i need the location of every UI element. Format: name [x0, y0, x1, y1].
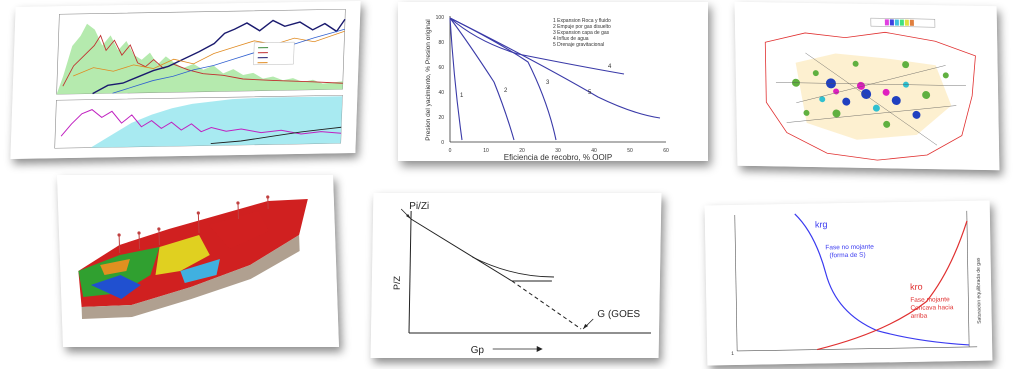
gp-axis-label: Gp	[471, 345, 485, 356]
ytick-1: 80	[438, 40, 444, 46]
krg-label: krg	[815, 219, 828, 229]
xtick-0: 0	[449, 148, 452, 154]
curve-5	[449, 17, 661, 119]
panel-well-map	[734, 1, 1000, 171]
curve-4	[449, 17, 625, 75]
g-goes-label: G (GOES	[597, 309, 640, 320]
panel-3d-model	[56, 175, 340, 347]
panel-pz-plot: Pi/Zi P/Z G (GOES Gp	[370, 193, 662, 358]
xtick-1: 10	[483, 148, 489, 154]
ytick-5: 0	[441, 140, 444, 146]
pz-plot-chart: Pi/Zi P/Z G (GOES Gp	[370, 193, 662, 358]
production-history-chart	[10, 0, 361, 160]
corner-label: 1	[731, 351, 734, 357]
well-map-image	[734, 1, 1000, 171]
panel-drive-mechanisms: 100 80 60 40 20 0 0 10 20 30 40 50 60 Ef…	[398, 2, 708, 161]
ytick-0: 100	[436, 15, 445, 21]
curve-label-1: 1	[460, 93, 464, 99]
xtick-3: 30	[555, 148, 561, 154]
drive-mechanisms-chart: 100 80 60 40 20 0 0 10 20 30 40 50 60 Ef…	[398, 2, 708, 161]
wet-label-3: arriba	[911, 313, 928, 320]
panel-production-history	[10, 0, 361, 160]
curve-1	[449, 17, 463, 141]
kro-label: kro	[910, 282, 923, 292]
legend-entry-3: 3 Expansion capa de gas	[553, 30, 610, 36]
ytick-3: 40	[438, 90, 444, 96]
xtick-5: 50	[627, 148, 633, 154]
curve-2	[449, 17, 515, 141]
xtick-2: 20	[519, 148, 525, 154]
pz-solid-line	[410, 218, 513, 282]
x-axis-label: Eficiencia de recobro, % OOIP	[504, 153, 613, 161]
pz-extrapolation-line	[511, 280, 582, 330]
krg-curve	[794, 213, 970, 346]
pi-zi-label: Pi/Zi	[409, 201, 429, 212]
wet-label-1: Fase mojante	[910, 296, 950, 304]
curve-label-3: 3	[546, 80, 550, 86]
pz-axis-label: P/Z	[392, 276, 402, 291]
curve-label-2: 2	[504, 88, 508, 94]
legend-entry-1: 1 Expansion Roca y fluido	[553, 18, 611, 24]
xtick-4: 40	[591, 148, 597, 154]
curve-label-4: 4	[608, 64, 612, 70]
side-label: Saturacion equilibrada de gas	[976, 257, 983, 324]
wet-label-2: Concava hacia	[910, 304, 953, 312]
ytick-4: 20	[438, 115, 444, 121]
nonwet-label-2: (forma de S)	[829, 252, 865, 260]
reservoir-3d-image	[56, 175, 340, 347]
ytick-2: 60	[438, 65, 444, 71]
legend-entry-4: 4 Influx de agua	[553, 36, 589, 42]
nonwet-label-1: Fase no mojante	[825, 244, 874, 252]
legend-entry-5: 5 Drenaje gravitacional	[553, 42, 604, 48]
curve-label-5: 5	[588, 90, 592, 96]
kro-curve	[817, 220, 968, 351]
xtick-6: 60	[663, 148, 669, 154]
panel-relative-permeability: krg Fase no mojante (forma de S) kro Fas…	[704, 200, 993, 366]
relative-permeability-chart: krg Fase no mojante (forma de S) kro Fas…	[704, 200, 993, 366]
legend-entry-2: 2 Empuje por gas disuelto	[553, 24, 611, 30]
y-axis-label: Presion del yacimiento, % Presion origin…	[425, 19, 432, 141]
